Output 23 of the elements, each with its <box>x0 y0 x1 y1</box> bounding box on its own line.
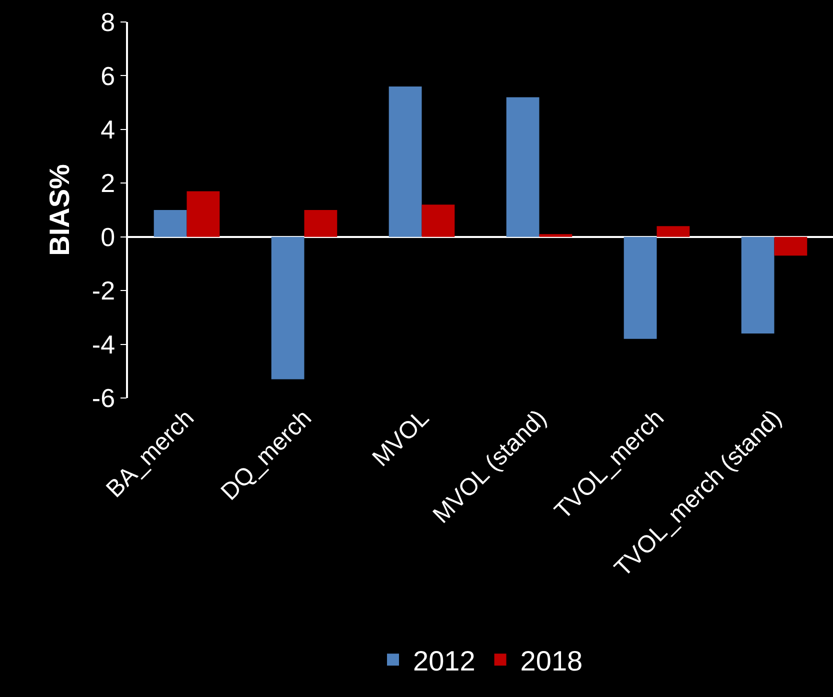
y-axis-title: BIAS% <box>44 164 76 256</box>
bar <box>304 210 338 237</box>
bar <box>539 234 572 237</box>
y-tick-label: 6 <box>100 60 116 91</box>
bar <box>624 236 657 339</box>
y-tick-label: 2 <box>100 168 116 198</box>
bar <box>271 236 304 380</box>
y-tick-label: -2 <box>92 276 116 306</box>
bar <box>506 97 540 237</box>
bar <box>741 236 774 334</box>
bar <box>186 191 220 237</box>
legend-label: 2012 <box>413 646 476 676</box>
legend-label: 2018 <box>520 646 583 676</box>
y-tick-label: 4 <box>100 114 116 145</box>
bar <box>422 204 455 237</box>
bar <box>774 236 808 256</box>
bar <box>656 226 690 237</box>
y-tick-label: 0 <box>100 222 116 252</box>
y-tick-label: -6 <box>92 383 116 414</box>
bar <box>154 210 187 237</box>
y-tick-label: 8 <box>100 7 116 38</box>
y-tick-label: -4 <box>92 329 116 360</box>
bar <box>388 86 422 237</box>
